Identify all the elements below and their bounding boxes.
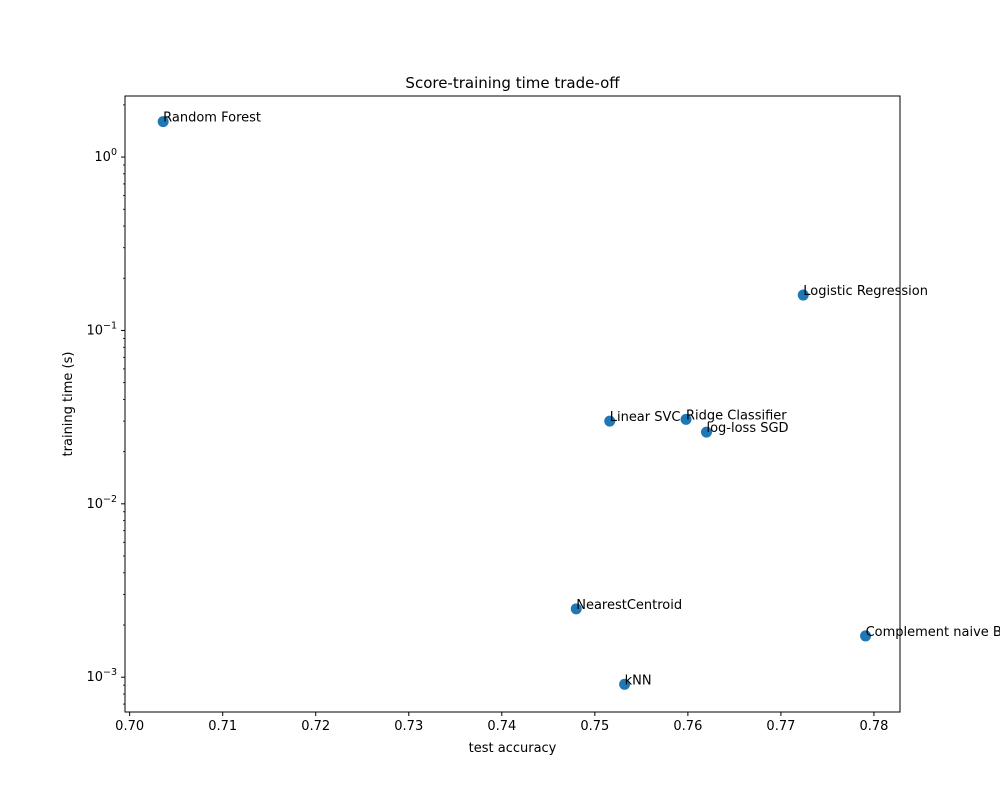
point-label: Ridge Classifier xyxy=(686,408,787,423)
x-tick-label: 0.75 xyxy=(580,719,609,734)
point-label: Linear SVC xyxy=(610,410,681,425)
y-axis-label: training time (s) xyxy=(61,352,76,457)
x-tick-label: 0.78 xyxy=(859,719,888,734)
x-tick-label: 0.74 xyxy=(487,719,516,734)
scatter-point xyxy=(157,116,169,128)
x-tick-label: 0.70 xyxy=(115,719,144,734)
y-tick-label: 100 xyxy=(94,147,117,165)
axes-frame xyxy=(124,95,901,713)
x-tick-label: 0.72 xyxy=(301,719,330,734)
y-tick-label: 10−3 xyxy=(86,667,117,685)
scatter-point xyxy=(570,603,582,615)
scatter-point xyxy=(860,630,872,642)
scatter-point xyxy=(619,678,631,690)
point-label: Complement naive Bayes xyxy=(866,625,1000,640)
x-axis-label: test accuracy xyxy=(469,741,557,756)
x-tick-label: 0.76 xyxy=(673,719,702,734)
point-label: Random Forest xyxy=(163,111,261,126)
x-tick-label: 0.71 xyxy=(208,719,237,734)
scatter-point xyxy=(680,413,692,425)
point-label: kNN xyxy=(625,673,652,688)
x-tick-label: 0.73 xyxy=(394,719,423,734)
scatter-point xyxy=(797,289,809,301)
y-tick-label: 10−2 xyxy=(86,494,117,512)
y-tick-label: 10−1 xyxy=(86,320,117,338)
point-label: Logistic Regression xyxy=(803,284,928,299)
chart-title: Score-training time trade-off xyxy=(405,74,620,92)
point-label: log-loss SGD xyxy=(706,421,788,436)
axis-ticks: 0.70 0.71 0.72 0.73 0.74 0.75 0.76 0.77 0.78 10−3… xyxy=(86,104,888,734)
data-points: Random Forest Logistic Regression Linear S… xyxy=(157,111,1000,690)
x-tick-label: 0.77 xyxy=(766,719,795,734)
scatter-point xyxy=(604,415,616,427)
scatter-point xyxy=(700,426,712,438)
point-label: NearestCentroid xyxy=(576,598,682,613)
plot-area xyxy=(124,95,901,713)
